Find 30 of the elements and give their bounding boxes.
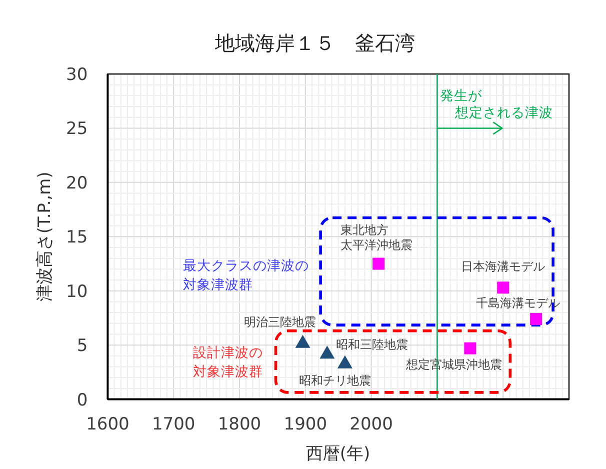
annotation: 東北地方太平洋沖地震 — [340, 222, 413, 252]
annotation: 明治三陸地震 — [244, 314, 316, 329]
chart-title: 地域海岸１５ 釜石湾 — [214, 31, 415, 55]
y-tick-label: 20 — [66, 173, 88, 194]
annotation: 最大クラスの津波の対象津波群 — [183, 258, 309, 293]
point — [337, 355, 352, 368]
annotation: 日本海溝モデル — [461, 260, 546, 274]
x-tick-label: 1900 — [284, 414, 328, 434]
point — [530, 313, 542, 326]
y-axis-title: 津波高さ(T.P.,m) — [35, 172, 55, 302]
annotation: 昭和チリ地震 — [298, 373, 371, 388]
point — [372, 258, 385, 270]
annotation: 千島海溝モデル — [476, 296, 560, 310]
x-tick-label: 1800 — [218, 414, 262, 434]
y-tick-label: 10 — [66, 282, 88, 302]
ref-line-label: 発生が想定される津波 — [440, 88, 554, 121]
y-tick-label: 0 — [76, 390, 88, 410]
x-axis-title: 西暦(年) — [306, 444, 370, 464]
y-tick-label: 25 — [66, 119, 88, 140]
point — [295, 334, 310, 348]
x-tick-label: 1700 — [152, 414, 196, 434]
annotation: 設計津波の対象津波群 — [193, 345, 263, 380]
annotation: 昭和三陸地震 — [336, 338, 408, 352]
y-tick-label: 5 — [76, 336, 88, 356]
point — [497, 282, 510, 294]
y-tick-label: 30 — [66, 65, 88, 85]
x-tick-label: 1600 — [86, 414, 130, 434]
point — [320, 346, 335, 359]
x-tick-label: 2000 — [350, 414, 393, 434]
y-tick-label: 15 — [66, 228, 88, 248]
